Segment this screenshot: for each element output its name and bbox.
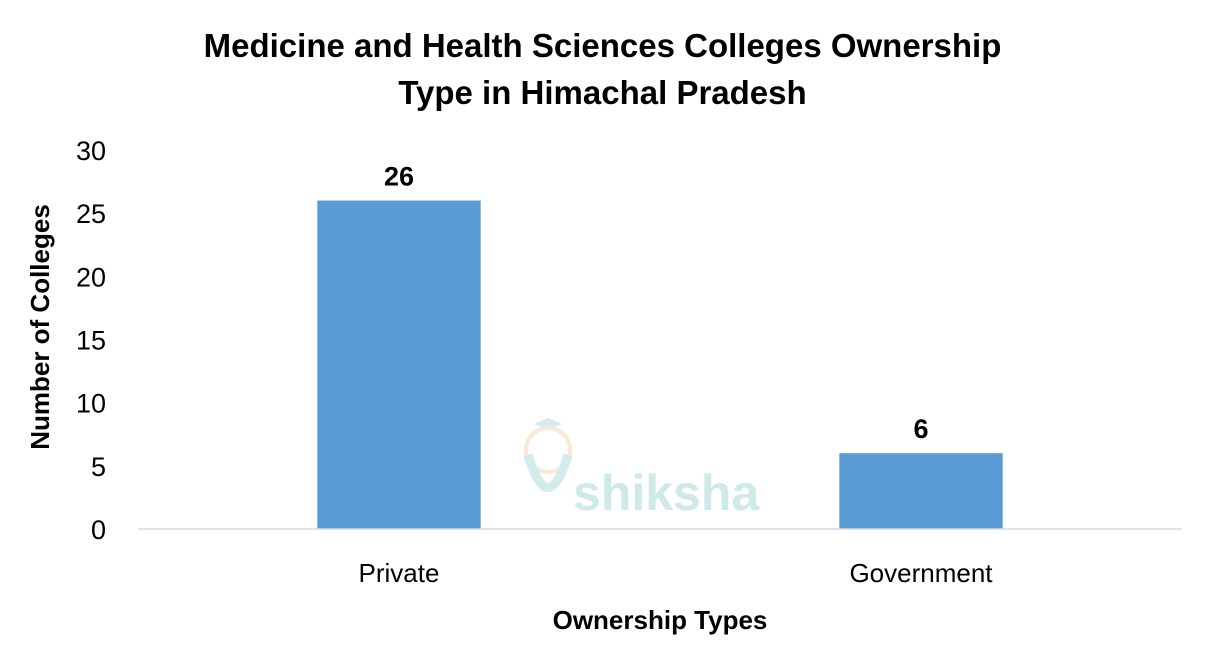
shiksha-watermark: shiksha: [523, 418, 760, 521]
bar-government: [839, 453, 1003, 529]
y-tick-label: 30: [76, 136, 106, 166]
y-tick-label: 25: [76, 199, 106, 229]
y-tick-label: 0: [91, 515, 106, 545]
data-label-government: 6: [913, 414, 928, 444]
y-tick-label: 5: [91, 452, 106, 482]
chart-title-line-2: Type in Himachal Pradesh: [398, 74, 807, 111]
x-tick-label-government: Government: [849, 558, 993, 588]
shiksha-logo-icon: [523, 418, 573, 492]
watermark-text: shiksha: [573, 465, 760, 521]
chart-title: Medicine and Health Sciences Colleges Ow…: [0, 22, 1205, 116]
x-tick-label-private: Private: [359, 558, 440, 588]
data-label-private: 26: [384, 162, 414, 192]
y-tick-label: 20: [76, 262, 106, 292]
y-axis-title: Number of Colleges: [25, 204, 55, 450]
chart-title-line-1: Medicine and Health Sciences Colleges Ow…: [203, 27, 1002, 64]
x-axis-title: Ownership Types: [553, 605, 768, 635]
y-tick-label: 10: [76, 389, 106, 419]
bar-private: [317, 200, 481, 530]
y-tick-label: 15: [76, 326, 106, 356]
